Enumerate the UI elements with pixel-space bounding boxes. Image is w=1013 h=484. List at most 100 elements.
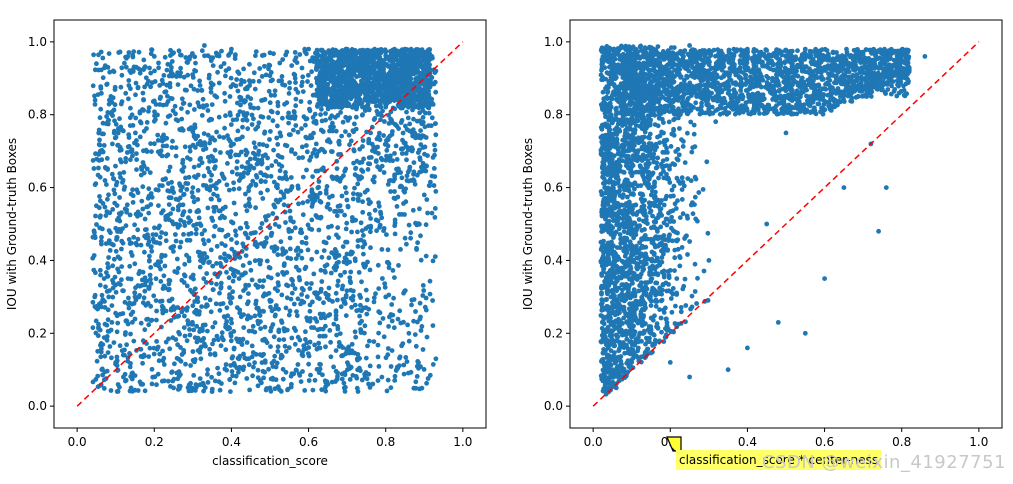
- scatter-point: [351, 160, 356, 166]
- scatter-point: [349, 348, 355, 354]
- scatter-points-left: [90, 43, 439, 394]
- scatter-point: [400, 87, 406, 93]
- scatter-point: [101, 335, 107, 340]
- scatter-point: [339, 133, 344, 139]
- scatter-point: [397, 354, 403, 360]
- scatter-point: [102, 204, 108, 210]
- scatter-point: [250, 323, 256, 329]
- scatter-point: [107, 248, 113, 253]
- scatter-point: [262, 129, 268, 135]
- scatter-point: [152, 79, 158, 84]
- scatter-point: [133, 92, 138, 98]
- scatter-point: [96, 165, 101, 171]
- scatter-point: [368, 223, 374, 229]
- scatter-point: [241, 351, 246, 357]
- scatter-point: [196, 209, 202, 214]
- scatter-point: [309, 325, 314, 330]
- scatter-point: [342, 269, 348, 275]
- scatter-point: [120, 288, 125, 294]
- scatter-point: [432, 147, 438, 153]
- scatter-point: [172, 361, 177, 367]
- scatter-point: [292, 286, 298, 291]
- scatter-point: [404, 173, 410, 179]
- scatter-point: [350, 288, 356, 294]
- scatter-point: [181, 272, 187, 278]
- scatter-point: [404, 359, 410, 364]
- scatter-point: [106, 192, 111, 198]
- scatter-point: [197, 157, 203, 162]
- scatter-point: [246, 200, 252, 206]
- scatter-point: [378, 104, 384, 110]
- scatter-point: [205, 165, 211, 171]
- scatter-point: [286, 110, 291, 116]
- scatter-point: [136, 271, 142, 277]
- scatter-point: [329, 86, 335, 91]
- scatter-point: [368, 245, 373, 251]
- scatter-point: [207, 346, 213, 352]
- scatter-point: [428, 123, 434, 129]
- scatter-point: [390, 97, 396, 102]
- scatter-point: [258, 190, 264, 196]
- scatter-point: [97, 194, 102, 199]
- scatter-point: [163, 238, 169, 244]
- scatter-point: [372, 174, 377, 180]
- scatter-point: [358, 328, 364, 334]
- scatter-point: [223, 73, 228, 79]
- scatter-point: [361, 251, 366, 257]
- scatter-point: [381, 228, 386, 234]
- scatter-point: [280, 115, 285, 121]
- scatter-point: [253, 205, 258, 211]
- scatter-point: [228, 84, 234, 90]
- scatter-point: [414, 247, 419, 252]
- scatter-point: [412, 332, 418, 337]
- x-tick-label: 0.4: [222, 435, 241, 449]
- scatter-point: [116, 215, 121, 221]
- scatter-point: [182, 261, 188, 267]
- scatter-point: [347, 77, 353, 83]
- scatter-point: [239, 164, 245, 170]
- scatter-point: [382, 119, 387, 124]
- scatter-point: [171, 50, 177, 56]
- scatter-point: [328, 270, 334, 276]
- scatter-point: [382, 47, 388, 53]
- scatter-point: [325, 61, 331, 67]
- scatter-point: [215, 365, 221, 371]
- scatter-point: [369, 53, 375, 58]
- scatter-point: [126, 78, 132, 83]
- scatter-point: [241, 110, 246, 115]
- scatter-point: [422, 62, 428, 68]
- scatter-point: [164, 82, 170, 88]
- scatter-point: [384, 232, 389, 238]
- scatter-point: [364, 297, 370, 303]
- scatter-point: [292, 58, 298, 63]
- scatter-point: [173, 111, 178, 117]
- scatter-point: [149, 194, 155, 200]
- scatter-point: [433, 189, 439, 194]
- scatter-point: [379, 215, 385, 221]
- scatter-point: [91, 253, 97, 258]
- scatter-point: [113, 134, 119, 140]
- scatter-point: [142, 275, 148, 281]
- scatter-point: [117, 157, 123, 163]
- scatter-point: [401, 362, 407, 368]
- scatter-point: [222, 125, 228, 131]
- scatter-point: [240, 336, 246, 342]
- scatter-point: [300, 74, 306, 80]
- scatter-point: [153, 187, 159, 193]
- scatter-point: [244, 340, 250, 345]
- scatter-point: [253, 49, 259, 54]
- scatter-point: [384, 62, 390, 68]
- scatter-point: [267, 137, 272, 142]
- scatter-point: [293, 96, 299, 102]
- scatter-point: [180, 202, 186, 208]
- scatter-point: [300, 369, 305, 374]
- scatter-point: [147, 258, 152, 263]
- scatter-point: [169, 369, 175, 375]
- scatter-point: [388, 153, 393, 159]
- scatter-point: [173, 238, 179, 244]
- scatter-point: [185, 318, 191, 324]
- scatter-point: [237, 255, 243, 260]
- scatter-point: [283, 173, 288, 179]
- scatter-point: [190, 51, 195, 56]
- scatter-point: [323, 344, 328, 350]
